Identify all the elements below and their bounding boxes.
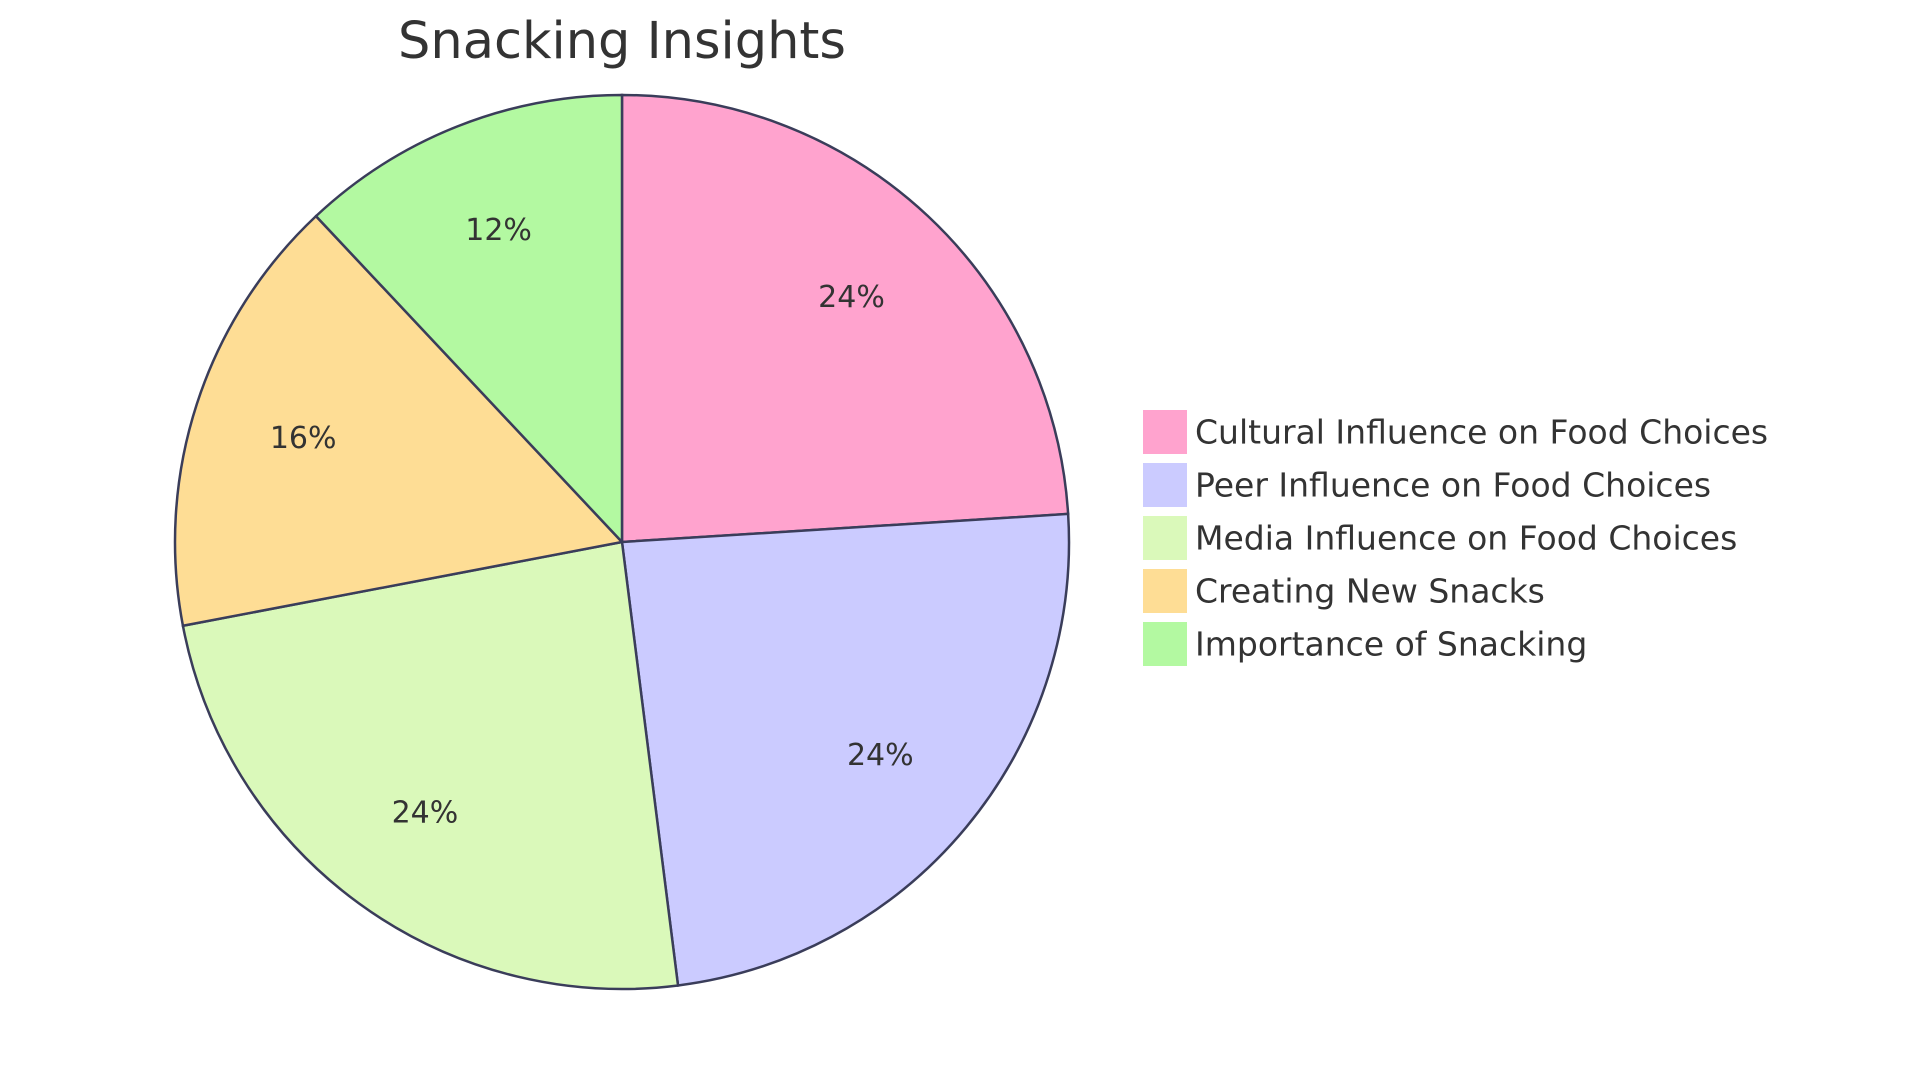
slice-percent-label: 16% xyxy=(270,421,337,456)
legend-swatch-peer-influence-on-food-choices xyxy=(1143,463,1187,507)
legend-label-importance-of-snacking: Importance of Snacking xyxy=(1195,625,1587,664)
slice-percent-label: 24% xyxy=(847,738,914,773)
legend-label-peer-influence-on-food-choices: Peer Influence on Food Choices xyxy=(1195,466,1711,505)
pie-slice-labels: 24% 24% 24% 16% 12% xyxy=(270,213,914,831)
pie-slice-creating-new-snacks xyxy=(173,214,625,628)
slice-percent-label: 24% xyxy=(392,796,459,831)
pie-slice-peer-influence-on-food-choices xyxy=(620,512,1071,987)
pie-slice-importance-of-snacking xyxy=(314,93,624,546)
legend-label-media-influence-on-food-choices: Media Influence on Food Choices xyxy=(1195,519,1737,558)
legend-swatch-media-influence-on-food-choices xyxy=(1143,516,1187,560)
legend-swatch-creating-new-snacks xyxy=(1143,569,1187,613)
pie-slice-cultural-influence-on-food-choices xyxy=(620,93,1070,544)
legend-swatch-cultural-influence-on-food-choices xyxy=(1143,410,1187,454)
pie-slice-media-influence-on-food-choices xyxy=(181,540,680,991)
slice-percent-label: 12% xyxy=(465,213,532,248)
chart-title: Snacking Insights xyxy=(398,12,846,71)
pie-slices xyxy=(173,93,1071,991)
legend-swatch-importance-of-snacking xyxy=(1143,622,1187,666)
slice-percent-label: 24% xyxy=(818,280,885,315)
legend-label-cultural-influence-on-food-choices: Cultural Influence on Food Choices xyxy=(1195,413,1768,452)
legend-label-creating-new-snacks: Creating New Snacks xyxy=(1195,572,1545,611)
legend: Cultural Influence on Food Choices Peer I… xyxy=(1143,410,1768,666)
